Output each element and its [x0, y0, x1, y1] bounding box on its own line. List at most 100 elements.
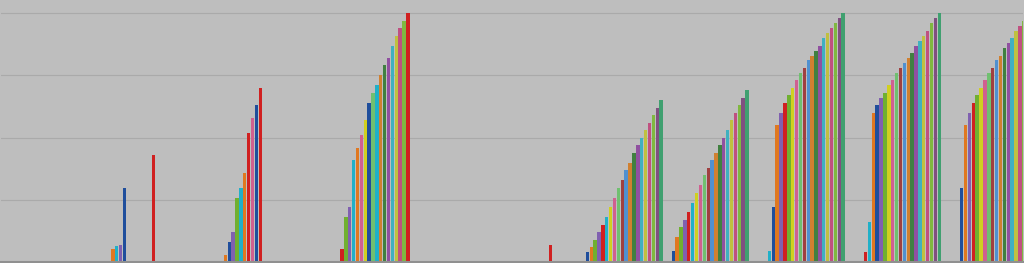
Bar: [838, 18, 841, 262]
Bar: [834, 23, 838, 262]
Bar: [352, 160, 355, 262]
Bar: [695, 193, 698, 262]
Bar: [593, 240, 597, 262]
Bar: [864, 252, 867, 262]
Bar: [702, 175, 706, 262]
Bar: [807, 60, 810, 262]
Bar: [787, 95, 791, 262]
Bar: [842, 13, 845, 262]
Bar: [679, 227, 683, 262]
Bar: [402, 21, 406, 262]
Bar: [119, 245, 122, 262]
Bar: [632, 153, 636, 262]
Bar: [959, 188, 964, 262]
Bar: [375, 85, 379, 262]
Bar: [152, 155, 156, 262]
Bar: [968, 113, 971, 262]
Bar: [659, 100, 663, 262]
Bar: [726, 130, 729, 262]
Bar: [814, 50, 818, 262]
Bar: [891, 80, 894, 262]
Bar: [372, 93, 375, 262]
Bar: [983, 80, 987, 262]
Bar: [791, 88, 795, 262]
Bar: [655, 108, 659, 262]
Bar: [964, 125, 968, 262]
Bar: [887, 85, 891, 262]
Bar: [223, 255, 227, 262]
Bar: [910, 53, 913, 262]
Bar: [348, 208, 351, 262]
Bar: [1011, 38, 1014, 262]
Bar: [745, 90, 749, 262]
Bar: [407, 13, 410, 262]
Bar: [251, 118, 254, 262]
Bar: [775, 125, 779, 262]
Bar: [871, 113, 874, 262]
Bar: [718, 145, 722, 262]
Bar: [1015, 31, 1018, 262]
Bar: [379, 75, 383, 262]
Bar: [734, 113, 737, 262]
Bar: [355, 148, 359, 262]
Bar: [644, 130, 647, 262]
Bar: [243, 173, 247, 262]
Bar: [902, 63, 906, 262]
Bar: [707, 168, 710, 262]
Bar: [914, 45, 918, 262]
Bar: [972, 103, 975, 262]
Bar: [687, 213, 690, 262]
Bar: [810, 55, 814, 262]
Bar: [549, 245, 552, 262]
Bar: [822, 38, 825, 262]
Bar: [995, 60, 998, 262]
Bar: [683, 220, 687, 262]
Bar: [867, 222, 871, 262]
Bar: [344, 218, 347, 262]
Bar: [359, 135, 364, 262]
Bar: [938, 13, 941, 262]
Bar: [826, 33, 829, 262]
Bar: [586, 252, 589, 262]
Bar: [259, 88, 262, 262]
Bar: [976, 95, 979, 262]
Bar: [715, 153, 718, 262]
Bar: [906, 58, 910, 262]
Bar: [394, 36, 398, 262]
Bar: [711, 160, 714, 262]
Bar: [651, 115, 655, 262]
Bar: [616, 188, 621, 262]
Bar: [922, 36, 926, 262]
Bar: [597, 232, 601, 262]
Bar: [783, 103, 786, 262]
Bar: [722, 138, 725, 262]
Bar: [880, 98, 883, 262]
Bar: [779, 113, 782, 262]
Bar: [340, 249, 344, 262]
Bar: [926, 31, 930, 262]
Bar: [818, 45, 821, 262]
Bar: [771, 208, 775, 262]
Bar: [895, 73, 898, 262]
Bar: [795, 80, 799, 262]
Bar: [919, 41, 922, 262]
Bar: [227, 242, 231, 262]
Bar: [737, 105, 741, 262]
Bar: [987, 73, 990, 262]
Bar: [640, 138, 643, 262]
Bar: [691, 203, 694, 262]
Bar: [398, 28, 401, 262]
Bar: [998, 55, 1002, 262]
Bar: [648, 123, 651, 262]
Bar: [803, 68, 806, 262]
Bar: [934, 18, 937, 262]
Bar: [672, 251, 675, 262]
Bar: [601, 225, 604, 262]
Bar: [799, 73, 802, 262]
Bar: [730, 120, 733, 262]
Bar: [368, 103, 371, 262]
Bar: [236, 198, 239, 262]
Bar: [247, 133, 250, 262]
Bar: [930, 23, 933, 262]
Bar: [609, 208, 612, 262]
